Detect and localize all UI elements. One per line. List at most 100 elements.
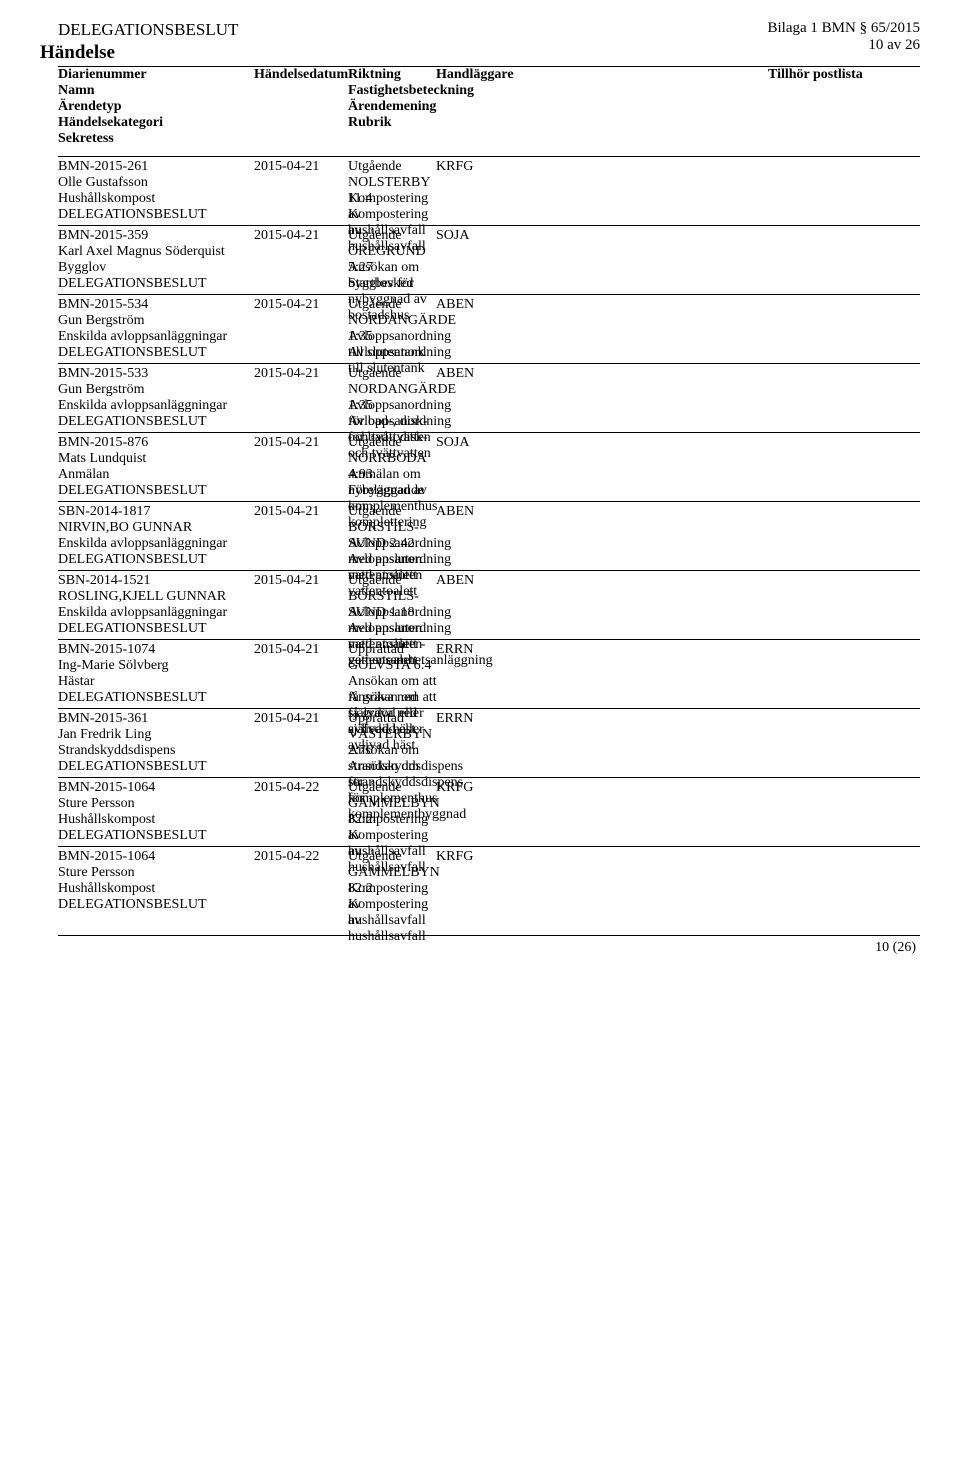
record-handlaggare: KRFG bbox=[436, 159, 473, 175]
record-kategori: DELEGATIONSBESLUT bbox=[58, 207, 238, 223]
record-rubrik: Kompostering av hushållsavfall bbox=[348, 897, 438, 945]
record-namn: Karl Axel Magnus Söderquist bbox=[58, 244, 238, 260]
page-footer: 10 (26) bbox=[58, 935, 920, 956]
page-header: Bilaga 1 BMN § 65/2015 10 av 26 DELEGATI… bbox=[40, 20, 920, 64]
record-handlaggare: ABEN bbox=[436, 366, 474, 382]
record-arendetyp: Enskilda avloppsanläggningar bbox=[58, 536, 238, 552]
record: BMN-2015-261 2015-04-21UtgåendeKRFG Olle G… bbox=[58, 156, 920, 225]
record-handlaggare: ERRN bbox=[436, 642, 473, 658]
record-date: 2015-04-21 bbox=[254, 504, 344, 520]
record-riktning: Utgående bbox=[348, 504, 438, 520]
record-riktning: Utgående bbox=[348, 297, 438, 313]
record-arendetyp: Strandskyddsdispens bbox=[58, 743, 238, 759]
record-namn: Jan Fredrik Ling bbox=[58, 727, 238, 743]
record-kategori: DELEGATIONSBESLUT bbox=[58, 897, 238, 913]
record-arendetyp: Hushållskompost bbox=[58, 881, 238, 897]
record-riktning: Utgående bbox=[348, 228, 438, 244]
record-date: 2015-04-21 bbox=[254, 366, 344, 382]
header-right: Bilaga 1 BMN § 65/2015 10 av 26 bbox=[768, 20, 921, 54]
record-diarie: BMN-2015-1074 bbox=[58, 642, 238, 658]
record-riktning: Utgående bbox=[348, 435, 438, 451]
record-date: 2015-04-21 bbox=[254, 297, 344, 313]
record-riktning: Utgående bbox=[348, 780, 438, 796]
record-kategori: DELEGATIONSBESLUT bbox=[58, 276, 238, 292]
record-diarie: BMN-2015-533 bbox=[58, 366, 238, 382]
record-namn: Gun Bergström bbox=[58, 382, 238, 398]
col-tillhor: Tillhör postlista bbox=[768, 67, 863, 83]
record: BMN-2015-533 2015-04-21UtgåendeABEN Gun Be… bbox=[58, 363, 920, 432]
record-diarie: BMN-2015-1064 bbox=[58, 849, 238, 865]
record-diarie: BMN-2015-261 bbox=[58, 159, 238, 175]
record-handlaggare: ERRN bbox=[436, 711, 473, 727]
record-handlaggare: SOJA bbox=[436, 435, 469, 451]
footer-pagenum: 10 (26) bbox=[875, 940, 916, 955]
record-handlaggare: ABEN bbox=[436, 504, 474, 520]
record-kategori: DELEGATIONSBESLUT bbox=[58, 621, 238, 637]
col-handelsekategori: Händelsekategori bbox=[58, 115, 238, 131]
record-diarie: SBN-2014-1817 bbox=[58, 504, 238, 520]
record-kategori: DELEGATIONSBESLUT bbox=[58, 483, 238, 499]
record-kategori: DELEGATIONSBESLUT bbox=[58, 828, 238, 844]
record-diarie: BMN-2015-534 bbox=[58, 297, 238, 313]
record-riktning: Upprättad bbox=[348, 711, 438, 727]
record-namn: Mats Lundquist bbox=[58, 451, 238, 467]
record-rubrik: Startbesked bbox=[348, 276, 438, 292]
record-date: 2015-04-21 bbox=[254, 159, 344, 175]
record-arendetyp: Enskilda avloppsanläggningar bbox=[58, 329, 238, 345]
col-handelsedatum: Händelsedatum bbox=[254, 67, 344, 83]
column-header-row: Diarienummer Händelsedatum Riktning Hand… bbox=[58, 66, 920, 156]
record-arendetyp: Anmälan bbox=[58, 467, 238, 483]
record-namn: Sture Persson bbox=[58, 865, 238, 881]
record-kategori: DELEGATIONSBESLUT bbox=[58, 759, 238, 775]
attachment-label: Bilaga 1 BMN § 65/2015 bbox=[768, 20, 921, 37]
record: BMN-2015-3612015-04-21UpprättadERRN Jan … bbox=[58, 708, 920, 777]
record-riktning: Utgående bbox=[348, 366, 438, 382]
record-handlaggare: ABEN bbox=[436, 297, 474, 313]
record-date: 2015-04-22 bbox=[254, 780, 344, 796]
record-handlaggare: ABEN bbox=[436, 573, 474, 589]
records-container: BMN-2015-2612015-04-21UtgåendeKRFGOlle G… bbox=[40, 156, 920, 915]
record-arendetyp: Hushållskompost bbox=[58, 812, 238, 828]
record-handlaggare: SOJA bbox=[436, 228, 469, 244]
record-handlaggare: KRFG bbox=[436, 780, 473, 796]
record-arendetyp: Bygglov bbox=[58, 260, 238, 276]
record-kategori: DELEGATIONSBESLUT bbox=[58, 414, 238, 430]
record-arendetyp: Hästar bbox=[58, 674, 238, 690]
page-of-label: 10 av 26 bbox=[768, 37, 921, 54]
record-riktning: Utgående bbox=[348, 159, 438, 175]
record-handlaggare: KRFG bbox=[436, 849, 473, 865]
record-namn: Sture Persson bbox=[58, 796, 238, 812]
col-arendemening: Ärendemening bbox=[348, 99, 438, 115]
page: Bilaga 1 BMN § 65/2015 10 av 26 DELEGATI… bbox=[0, 0, 960, 976]
record-fastighet: GOLVSTA 6:4 bbox=[348, 658, 438, 674]
record-arendetyp: Enskilda avloppsanläggningar bbox=[58, 398, 238, 414]
record-date: 2015-04-21 bbox=[254, 642, 344, 658]
record-arendetyp: Hushållskompost bbox=[58, 191, 238, 207]
col-arendetyp: Ärendetyp bbox=[58, 99, 238, 115]
record-riktning: Utgående bbox=[348, 573, 438, 589]
record-namn: Gun Bergström bbox=[58, 313, 238, 329]
record-kategori: DELEGATIONSBESLUT bbox=[58, 345, 238, 361]
record: SBN-2014-1521 2015-04-21UtgåendeABEN ROSLI… bbox=[58, 570, 920, 639]
record: SBN-2014-1817 2015-04-21UtgåendeABEN NIRVI… bbox=[58, 501, 920, 570]
col-rubrik: Rubrik bbox=[348, 115, 438, 131]
record-namn: Olle Gustafsson bbox=[58, 175, 238, 191]
col-riktning: Riktning bbox=[348, 67, 438, 83]
record-namn: ROSLING,KJELL GUNNAR bbox=[58, 589, 238, 605]
col-handlaggare: Handläggare bbox=[436, 67, 514, 83]
record-diarie: BMN-2015-1064 bbox=[58, 780, 238, 796]
record-kategori: DELEGATIONSBESLUT bbox=[58, 552, 238, 568]
record-date: 2015-04-21 bbox=[254, 573, 344, 589]
record-date: 2015-04-21 bbox=[254, 228, 344, 244]
record-date: 2015-04-21 bbox=[254, 711, 344, 727]
record-riktning: Utgående bbox=[348, 849, 438, 865]
record-diarie: SBN-2014-1521 bbox=[58, 573, 238, 589]
col-diarienummer: Diarienummer bbox=[58, 67, 238, 83]
record-diarie: BMN-2015-359 bbox=[58, 228, 238, 244]
record: BMN-2015-10742015-04-21UpprättadERRNIng-… bbox=[58, 639, 920, 708]
record: BMN-2015-359 2015-04-21UtgåendeSOJA Karl … bbox=[58, 225, 920, 294]
record-diarie: BMN-2015-876 bbox=[58, 435, 238, 451]
record-namn: NIRVIN,BO GUNNAR bbox=[58, 520, 238, 536]
record: BMN-2015-10642015-04-22UtgåendeKRFGSture… bbox=[58, 846, 920, 915]
record: BMN-2015-534 2015-04-21UtgåendeABEN Gun Be… bbox=[58, 294, 920, 363]
